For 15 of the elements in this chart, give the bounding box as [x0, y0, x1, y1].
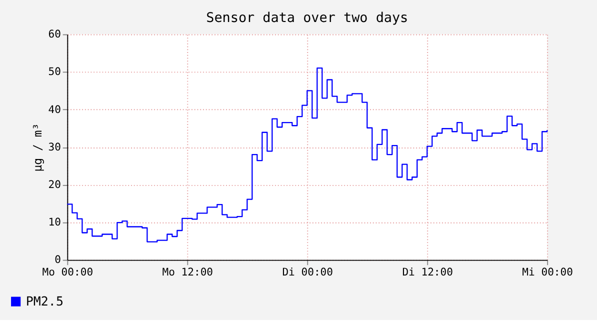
- y-tick-label: 0: [54, 254, 61, 266]
- y-tick-label: 10: [48, 216, 61, 229]
- x-tick-label: Mo 00:00: [42, 266, 94, 279]
- x-tick-label: Di 12:00: [402, 266, 453, 279]
- y-tick-label: 20: [48, 178, 61, 191]
- y-axis-title: µg / m³: [30, 123, 45, 172]
- y-tick-label: 30: [48, 141, 61, 154]
- x-tick-label: Mo 12:00: [162, 266, 214, 279]
- legend-label: PM2.5: [26, 293, 64, 308]
- y-tick-label: 40: [48, 104, 61, 116]
- x-tick-label: Di 00:00: [282, 266, 334, 279]
- chart-title: Sensor data over two days: [206, 10, 408, 26]
- y-tick-label: 50: [48, 66, 61, 78]
- y-tick-label: 60: [48, 28, 61, 41]
- x-tick-label: Mi 00:00: [522, 266, 573, 279]
